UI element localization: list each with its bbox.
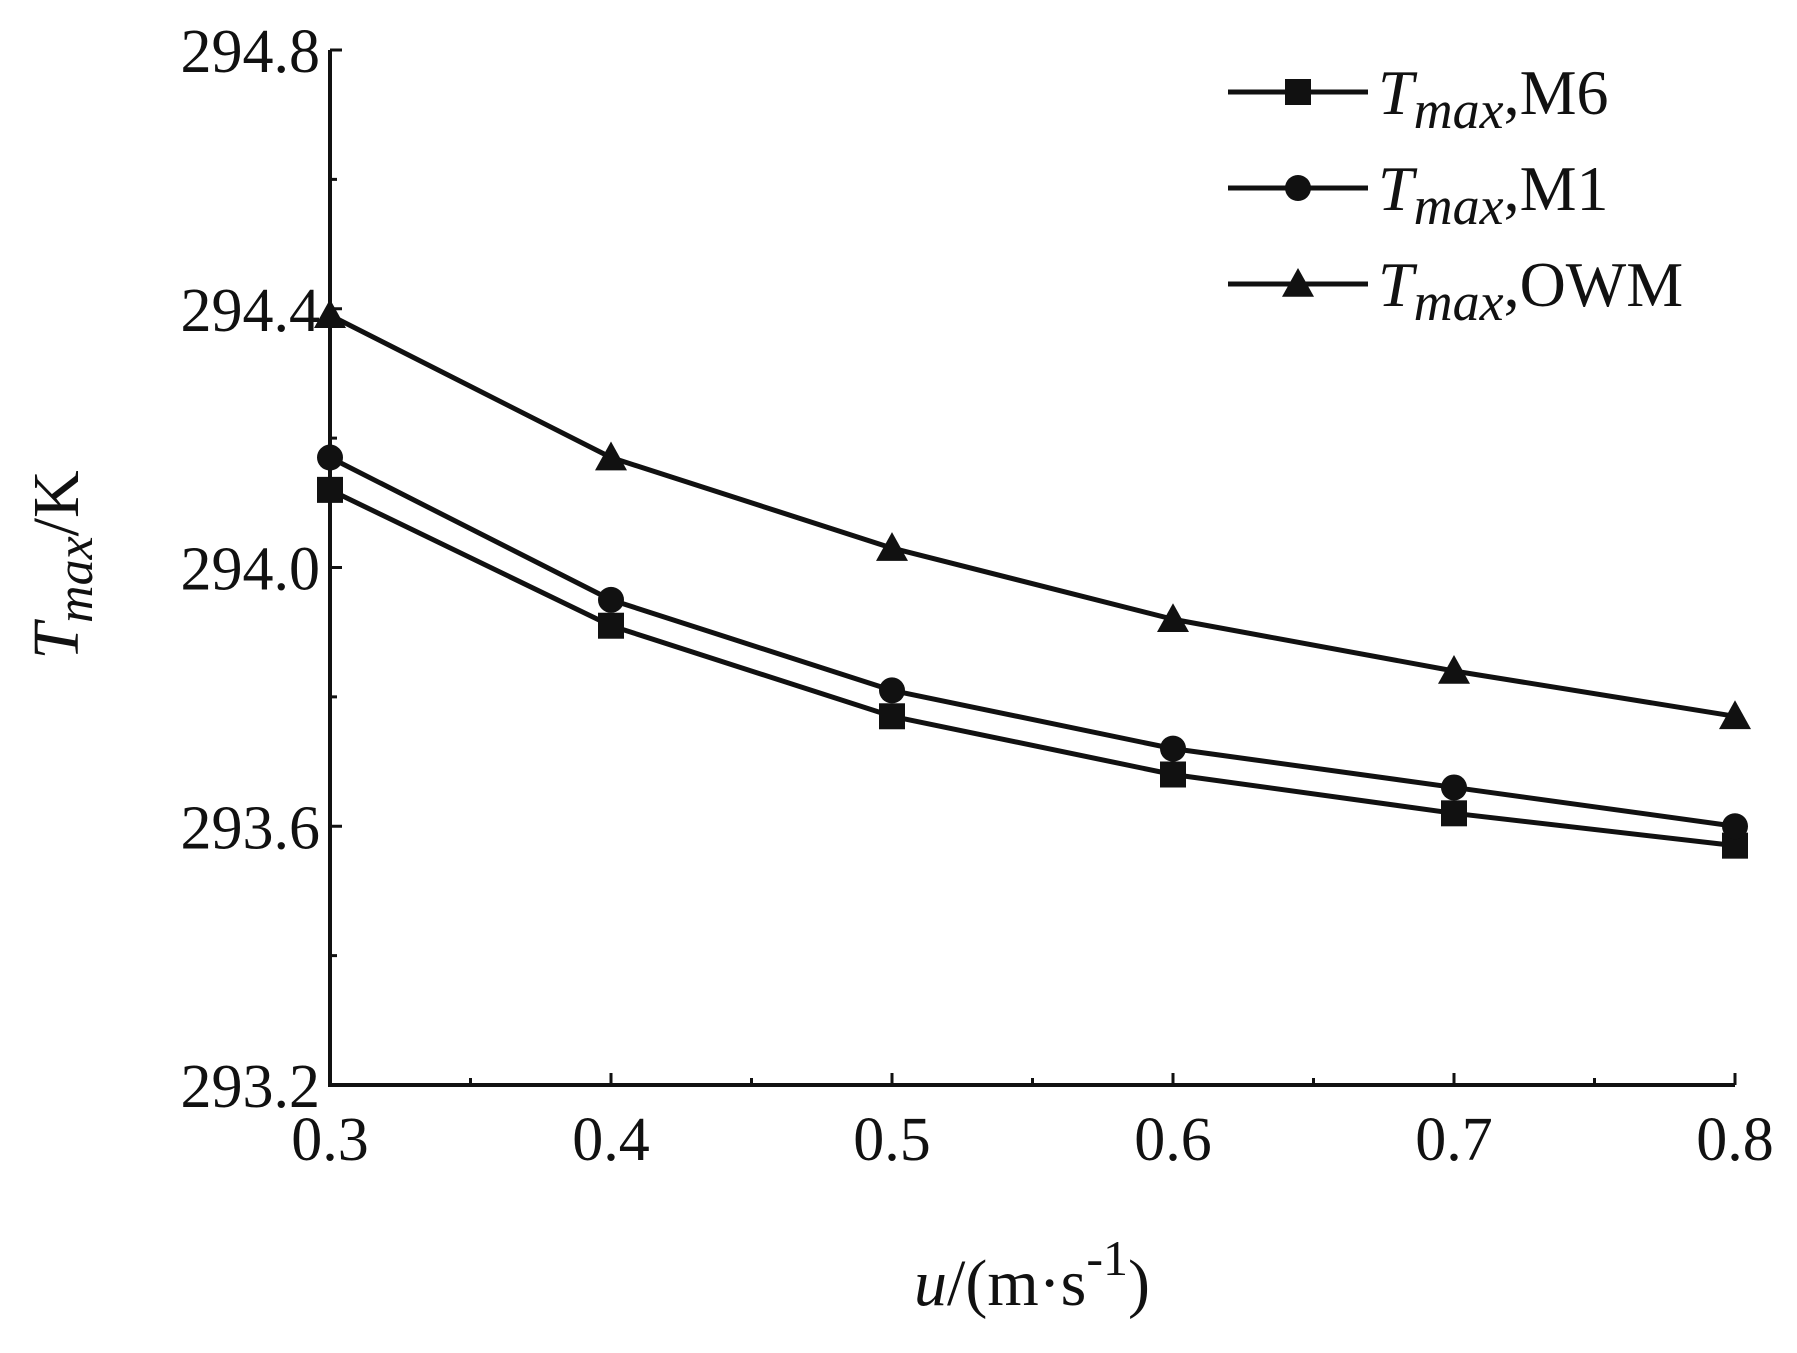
x-axis-title-var: u [914, 1247, 947, 1320]
y-tick-label: 294.0 [181, 536, 321, 604]
series-group [314, 299, 1751, 859]
data-point-square [317, 476, 343, 503]
data-point-triangle [876, 532, 908, 561]
data-point-triangle [1438, 655, 1470, 684]
data-point-circle [1441, 774, 1467, 801]
series-triangle [314, 299, 1751, 730]
data-point-triangle [595, 441, 627, 471]
legend-label-var: T [1378, 153, 1418, 224]
data-point-square [1160, 761, 1186, 788]
data-point-triangle [314, 299, 346, 329]
legend-marker-square [1285, 79, 1311, 105]
legend-item: Tmax,OWM [1228, 249, 1683, 332]
data-point-circle [598, 586, 624, 613]
x-tick-label: 0.8 [1696, 1106, 1774, 1174]
data-point-circle [1160, 735, 1186, 762]
data-point-circle [317, 444, 343, 471]
x-tick-label: 0.3 [291, 1106, 369, 1174]
x-tick-label: 0.5 [853, 1106, 931, 1174]
data-point-square [879, 703, 905, 730]
x-tick-label: 0.4 [572, 1106, 650, 1174]
x-tick-label: 0.6 [1134, 1106, 1212, 1174]
x-axis-title-unit-prefix: /(m·s [947, 1247, 1086, 1320]
legend-label-var: T [1378, 57, 1418, 128]
legend-label-sub: max [1414, 176, 1504, 236]
legend-marker-circle [1285, 175, 1311, 201]
legend-label-var: T [1378, 249, 1418, 320]
legend-label: Tmax,M6 [1378, 57, 1608, 140]
series-line [328, 312, 1736, 719]
y-tick-label: 294.8 [181, 18, 321, 86]
ticks: 293.2 293.6 294.0 294.4 294.8 0.3 0.4 0.5 0.6 0.7… [181, 18, 1774, 1174]
legend-label-suffix: ,OWM [1504, 249, 1684, 320]
y-axis-title-unit: /K [20, 470, 93, 536]
x-axis-title-sup: -1 [1086, 1230, 1128, 1286]
y-axis-title: Tmax/K [20, 470, 104, 659]
data-point-triangle [1719, 700, 1751, 730]
data-point-circle [1722, 813, 1748, 840]
legend-label-suffix: ,M6 [1504, 57, 1609, 128]
x-tick-label: 0.7 [1415, 1106, 1493, 1174]
series-circle [317, 444, 1748, 840]
data-point-square [1441, 800, 1467, 827]
legend-label-suffix: ,M1 [1504, 153, 1609, 224]
legend-label: Tmax,M1 [1378, 153, 1608, 236]
y-tick-label: 294.4 [181, 277, 321, 345]
y-axis-title-var: T [20, 619, 93, 660]
y-tick-label: 293.2 [181, 1053, 321, 1121]
legend-item: Tmax,M6 [1228, 57, 1608, 140]
data-point-circle [879, 677, 905, 704]
legend-item: Tmax,M1 [1228, 153, 1608, 236]
data-point-triangle [1157, 603, 1189, 633]
x-axis-title: u/(m·s-1) [914, 1230, 1150, 1320]
x-axis-title-unit-suffix: ) [1128, 1247, 1150, 1320]
series-square [317, 476, 1748, 859]
legend-marker-triangle [1282, 268, 1314, 297]
y-tick-label: 293.6 [181, 794, 321, 862]
y-axis-title-sub: max [47, 536, 104, 623]
legend-label-sub: max [1414, 272, 1504, 332]
legend-label: Tmax,OWM [1378, 249, 1683, 332]
series-line [328, 455, 1736, 829]
legend-label-sub: max [1414, 80, 1504, 140]
series-line [328, 487, 1736, 849]
data-point-square [598, 612, 624, 639]
